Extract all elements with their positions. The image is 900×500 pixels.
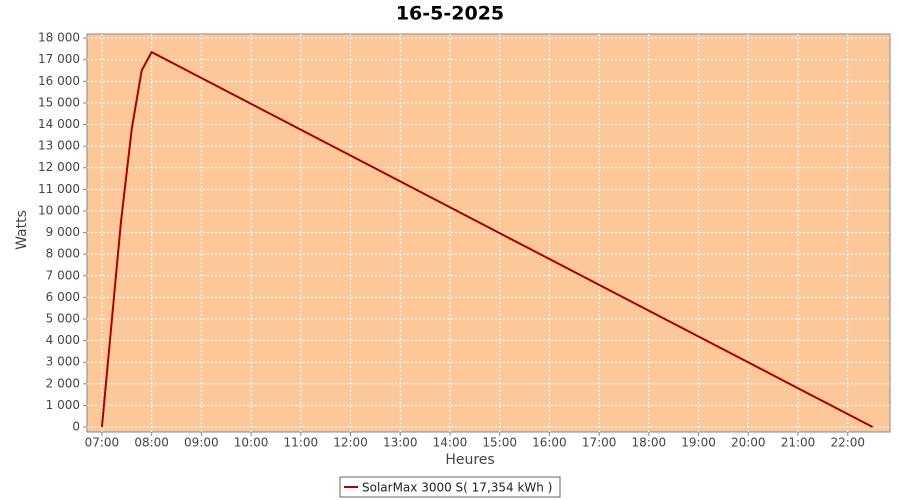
x-tick-label: 15:00: [482, 436, 517, 450]
y-tick-label: 10 000: [38, 203, 80, 217]
x-tick-label: 16:00: [532, 436, 567, 450]
x-tick-label: 08:00: [134, 436, 169, 450]
x-tick-label: 20:00: [731, 436, 766, 450]
y-tick-label: 18 000: [38, 31, 80, 45]
y-tick-label: 7 000: [46, 268, 80, 282]
y-tick-label: 12 000: [38, 160, 80, 174]
x-tick-label: 11:00: [284, 436, 319, 450]
y-tick-label: 1 000: [46, 398, 80, 412]
x-tick-label: 19:00: [681, 436, 716, 450]
y-tick-label: 3 000: [46, 355, 80, 369]
y-tick-label: 8 000: [46, 247, 80, 261]
y-tick-label: 13 000: [38, 139, 80, 153]
x-tick-label: 10:00: [234, 436, 269, 450]
x-tick-label: 07:00: [85, 436, 120, 450]
y-tick-label: 4 000: [46, 333, 80, 347]
x-tick-label: 17:00: [582, 436, 617, 450]
legend-label: SolarMax 3000 S( 17,354 kWh ): [362, 481, 552, 495]
y-tick-label: 0: [72, 420, 80, 434]
x-tick-label: 22:00: [830, 436, 865, 450]
x-tick-label: 13:00: [383, 436, 418, 450]
y-axis-label: Watts: [14, 210, 30, 250]
y-tick-label: 14 000: [38, 117, 80, 131]
y-tick-label: 9 000: [46, 225, 80, 239]
x-tick-label: 18:00: [632, 436, 667, 450]
y-tick-label: 2 000: [46, 376, 80, 390]
legend: SolarMax 3000 S( 17,354 kWh ): [339, 476, 561, 498]
y-tick-label: 15 000: [38, 95, 80, 109]
y-tick-label: 5 000: [46, 311, 80, 325]
x-tick-label: 09:00: [184, 436, 219, 450]
legend-box: [339, 476, 561, 498]
x-tick-label: 21:00: [781, 436, 816, 450]
y-tick-label: 16 000: [38, 74, 80, 88]
x-tick-label: 12:00: [333, 436, 368, 450]
x-axis-label: Heures: [445, 452, 494, 468]
y-tick-label: 6 000: [46, 290, 80, 304]
y-tick-label: 11 000: [38, 182, 80, 196]
data-line: [100, 50, 874, 428]
chart-title: 16-5-2025: [396, 3, 504, 25]
y-tick-label: 17 000: [38, 52, 80, 66]
x-tick-label: 14:00: [433, 436, 468, 450]
